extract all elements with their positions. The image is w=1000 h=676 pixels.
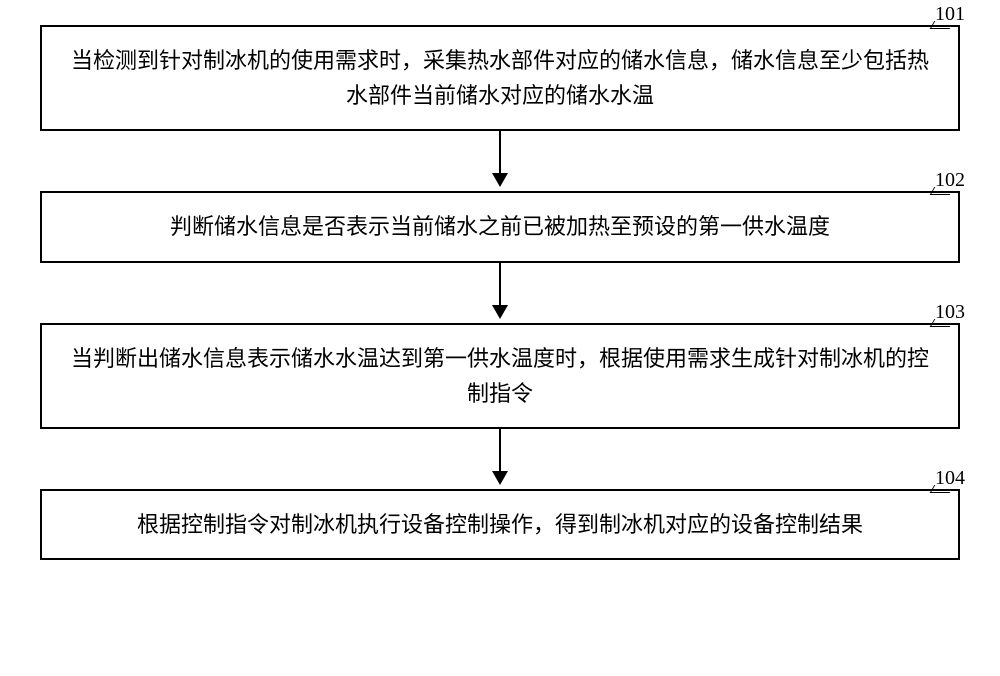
- arrow-line-2: [499, 263, 501, 305]
- step-container-3: 103 当判断出储水信息表示储水水温达到第一供水温度时，根据使用需求生成针对制冰…: [20, 323, 980, 429]
- arrow-3: [492, 429, 508, 489]
- step-box-3: 当判断出储水信息表示储水水温达到第一供水温度时，根据使用需求生成针对制冰机的控制…: [40, 323, 960, 429]
- arrow-1: [492, 131, 508, 191]
- step-box-2: 判断储水信息是否表示当前储水之前已被加热至预设的第一供水温度: [40, 191, 960, 262]
- arrow-line-3: [499, 429, 501, 471]
- arrow-head-3: [492, 471, 508, 485]
- step-container-4: 104 根据控制指令对制冰机执行设备控制操作，得到制冰机对应的设备控制结果: [20, 489, 980, 560]
- step-box-4: 根据控制指令对制冰机执行设备控制操作，得到制冰机对应的设备控制结果: [40, 489, 960, 560]
- flowchart-container: 101 当检测到针对制冰机的使用需求时，采集热水部件对应的储水信息，储水信息至少…: [20, 20, 980, 560]
- arrow-head-2: [492, 305, 508, 319]
- step-container-2: 102 判断储水信息是否表示当前储水之前已被加热至预设的第一供水温度: [20, 191, 980, 262]
- label-connector-3: [930, 319, 955, 327]
- step-container-1: 101 当检测到针对制冰机的使用需求时，采集热水部件对应的储水信息，储水信息至少…: [20, 25, 980, 131]
- step-box-1: 当检测到针对制冰机的使用需求时，采集热水部件对应的储水信息，储水信息至少包括热水…: [40, 25, 960, 131]
- arrow-line-1: [499, 131, 501, 173]
- arrow-head-1: [492, 173, 508, 187]
- arrow-2: [492, 263, 508, 323]
